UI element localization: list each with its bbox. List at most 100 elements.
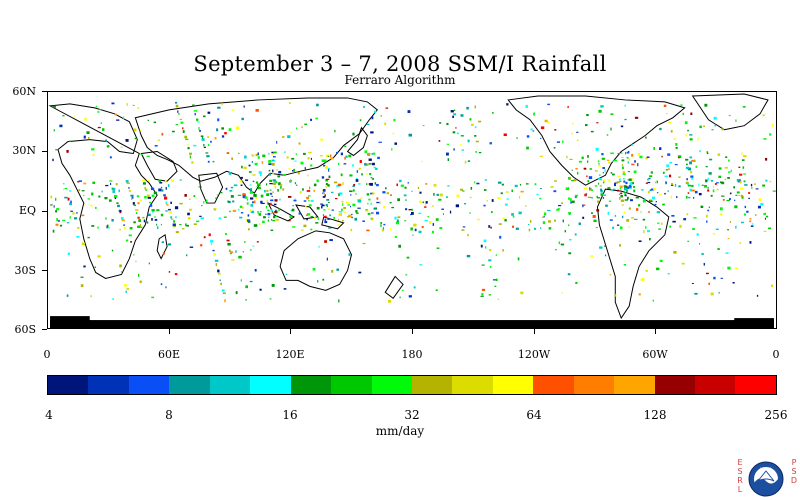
- rain-cell: [474, 135, 477, 137]
- rain-cell: [612, 160, 615, 162]
- rain-cell: [655, 201, 658, 203]
- rain-cell: [341, 220, 344, 222]
- rain-cell: [368, 163, 372, 165]
- rain-cell: [69, 190, 72, 192]
- rain-cell: [628, 158, 631, 161]
- rain-cell: [686, 178, 688, 181]
- antarctica: [50, 316, 774, 328]
- rain-cell: [755, 188, 759, 190]
- rain-cell: [533, 227, 537, 230]
- rain-cell: [196, 220, 200, 223]
- rain-cell: [105, 184, 109, 187]
- rain-cell: [699, 150, 701, 153]
- rain-cell: [313, 189, 315, 193]
- rain-cell: [705, 166, 708, 168]
- scale-swatch: [250, 376, 291, 394]
- lon-label-0-east: 0: [772, 348, 780, 361]
- rain-cell: [308, 204, 312, 207]
- rain-cell: [212, 249, 215, 252]
- rain-cell: [560, 243, 565, 246]
- rain-cell: [66, 150, 69, 153]
- coastlines: [48, 93, 769, 320]
- rain-cell: [166, 203, 169, 206]
- rain-cell: [322, 214, 324, 216]
- rain-cell: [554, 249, 557, 251]
- rain-cell: [200, 135, 204, 138]
- rain-cell: [622, 171, 626, 174]
- rain-cell: [685, 134, 687, 137]
- rain-cell: [638, 293, 641, 296]
- rain-cell: [618, 193, 621, 196]
- rain-cell: [353, 183, 356, 186]
- rain-cell: [488, 259, 492, 262]
- rain-cell: [387, 300, 392, 303]
- rain-cell: [324, 194, 326, 197]
- rain-cell: [438, 140, 441, 142]
- rain-cell: [633, 189, 636, 193]
- rain-cell: [384, 122, 387, 126]
- rain-cell: [455, 204, 460, 208]
- rain-cell: [571, 200, 575, 203]
- rain-cell: [189, 155, 191, 159]
- rain-cell: [256, 241, 259, 243]
- lon-tick: [290, 329, 291, 334]
- rain-cell: [624, 104, 626, 107]
- rain-cell: [138, 219, 141, 222]
- rain-cell: [119, 264, 122, 268]
- rain-cell: [474, 105, 476, 109]
- rain-cell: [338, 218, 340, 221]
- rain-cell: [408, 133, 412, 137]
- rain-cell: [687, 240, 690, 242]
- rain-cell: [245, 285, 248, 289]
- rain-cell: [371, 192, 375, 195]
- rain-cell: [153, 121, 157, 124]
- rain-cell: [621, 164, 624, 166]
- rain-cell: [350, 205, 352, 208]
- rain-cell: [326, 205, 329, 208]
- rain-cell: [690, 175, 694, 178]
- rain-cell: [497, 197, 501, 200]
- rain-cell: [251, 201, 255, 204]
- rain-cell: [607, 179, 611, 181]
- lon-label-60e: 60E: [157, 348, 181, 361]
- rain-cell: [81, 242, 85, 246]
- rain-cell: [614, 293, 617, 297]
- rain-cell: [623, 185, 627, 188]
- rain-cell: [372, 162, 375, 166]
- rain-cell: [596, 209, 600, 212]
- rain-cell: [288, 218, 291, 222]
- rain-cell: [378, 141, 382, 143]
- rain-cell: [366, 123, 370, 126]
- rain-cell: [630, 182, 635, 185]
- rain-cell: [656, 267, 660, 271]
- rain-cell: [568, 252, 572, 255]
- rain-cell: [230, 186, 234, 189]
- rain-cell: [336, 268, 340, 271]
- rain-cell: [466, 254, 471, 258]
- lat-label-30s: 30S: [14, 264, 36, 277]
- rain-cell: [414, 228, 417, 232]
- rain-cell: [167, 184, 170, 187]
- rain-cell: [626, 219, 630, 222]
- rain-cell: [270, 199, 274, 202]
- rain-cell: [476, 182, 480, 185]
- rain-cell: [258, 223, 261, 226]
- rain-cell: [543, 212, 547, 216]
- rain-cell: [598, 163, 600, 165]
- rain-cell: [95, 105, 97, 108]
- rain-cell: [296, 184, 298, 186]
- rain-cell: [189, 208, 192, 211]
- rain-cell: [77, 181, 80, 183]
- rain-cell: [223, 216, 227, 218]
- rain-cell: [84, 117, 87, 121]
- rain-cell: [598, 178, 602, 180]
- rain-cell: [139, 199, 142, 202]
- rain-cell: [244, 196, 248, 199]
- rain-cell: [217, 118, 220, 122]
- scale-swatch: [533, 376, 574, 394]
- rain-cell: [669, 225, 672, 228]
- rain-cell: [648, 237, 651, 241]
- rain-cell: [310, 199, 314, 202]
- rain-cell: [132, 202, 135, 205]
- rain-cell: [120, 216, 124, 220]
